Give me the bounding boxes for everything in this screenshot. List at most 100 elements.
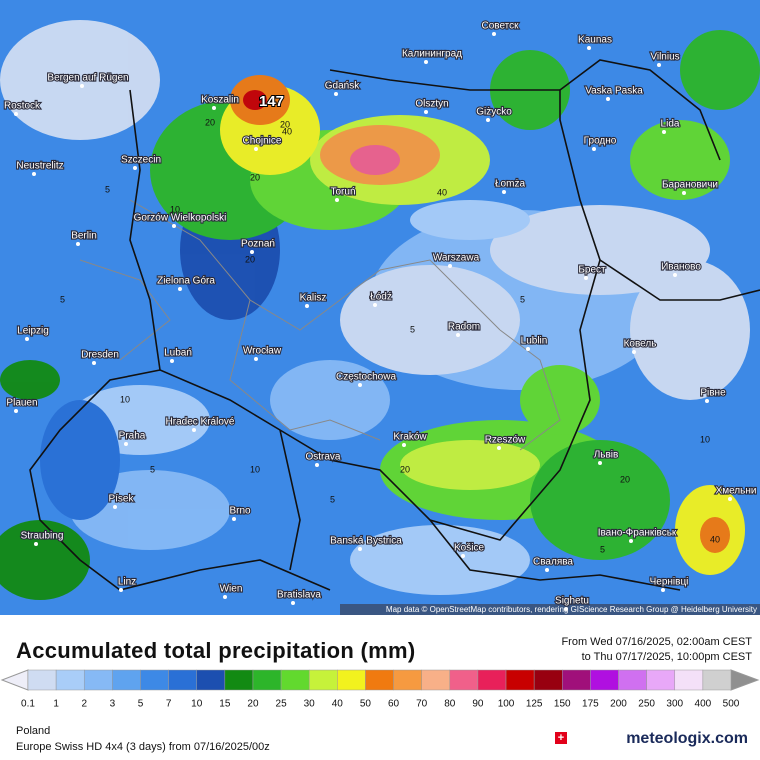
city-marker (124, 442, 128, 446)
region: Poland (16, 725, 51, 737)
contour-label: 10 (700, 434, 710, 444)
colorbar-box (533, 669, 563, 691)
model-info: Europe Swiss HD 4x4 (3 days) from 07/16/… (16, 741, 270, 753)
city-label: Vaska Paska (585, 86, 643, 97)
city-marker (632, 350, 636, 354)
city-marker (223, 595, 227, 599)
colorbar-tick-label: 100 (498, 699, 515, 710)
colorbar-box (196, 669, 226, 691)
city-label: Иваново (661, 262, 701, 273)
city-label: Chojnice (243, 136, 282, 147)
city-label: Szczecin (121, 155, 161, 166)
colorbar-tick-label: 150 (554, 699, 571, 710)
city-label: Lida (661, 119, 680, 130)
city-marker (526, 347, 530, 351)
city-marker (291, 601, 295, 605)
city-label: Советск (481, 21, 519, 32)
city-label: Gdańsk (325, 81, 360, 92)
colorbar-tick-label: 40 (332, 699, 344, 710)
colorbar-box (421, 669, 451, 691)
max-value-label: 147 (259, 93, 284, 110)
colorbar-tick-label: 300 (666, 699, 683, 710)
colorbar-box (140, 669, 169, 691)
city-marker (587, 46, 591, 50)
city-label: Брест (578, 265, 606, 276)
colorbar-tick-label: 125 (526, 699, 543, 710)
city-label: Івано-Франківськ (598, 528, 677, 539)
city-label: Vilnius (650, 52, 679, 63)
colorbar-box (646, 669, 676, 691)
city-marker (497, 446, 501, 450)
colorbar-tick-label: 80 (444, 699, 456, 710)
contour-label: 20 (280, 119, 290, 129)
city-marker (358, 383, 362, 387)
colorbar-box (590, 669, 619, 691)
city-marker (212, 106, 216, 110)
city-marker (661, 588, 665, 592)
city-label: Rostock (4, 101, 41, 112)
city-label: Plauen (6, 398, 37, 409)
colorbar-tick-label: 3 (110, 699, 116, 710)
colorbar-tick-label: 25 (276, 699, 288, 710)
colorbar-tick-label: 10 (191, 699, 203, 710)
colorbar-box (393, 669, 422, 691)
city-marker (113, 505, 117, 509)
colorbar-box (337, 669, 366, 691)
colorbar-tick-label: 50 (360, 699, 372, 710)
city-marker (629, 539, 633, 543)
city-marker (486, 118, 490, 122)
colorbar-tick-label: 7 (166, 699, 172, 710)
contour-label: 5 (520, 294, 525, 304)
precipitation-map: Map data © OpenStreetMap contributors, r… (0, 0, 760, 615)
contour-label: 5 (410, 324, 415, 334)
city-label: Warszawa (433, 253, 480, 264)
city-label: Łódź (370, 292, 392, 303)
colorbar-box (168, 669, 197, 691)
contour-label: 20 (205, 117, 215, 127)
city-marker (14, 112, 18, 116)
colorbar-box (27, 669, 57, 691)
city-marker (80, 84, 84, 88)
city-label: Leipzig (17, 326, 49, 337)
brand: meteologix.com (626, 730, 748, 747)
city-marker (250, 250, 254, 254)
contour-label: 5 (105, 184, 110, 194)
city-label: Berlin (71, 231, 97, 242)
contour-label: 5 (60, 294, 65, 304)
city-marker (673, 273, 677, 277)
colorbar-tick-label: 15 (219, 699, 231, 710)
contour-label: 10 (120, 394, 130, 404)
contour-label: 20 (400, 464, 410, 474)
city-marker (34, 542, 38, 546)
colorbar-box (224, 669, 254, 691)
city-label: Lublin (521, 336, 548, 347)
city-marker (657, 63, 661, 67)
city-label: Kaunas (578, 35, 612, 46)
city-label: Radom (448, 322, 480, 333)
city-marker (192, 428, 196, 432)
colorbar-tick-label: 70 (416, 699, 428, 710)
city-marker (606, 97, 610, 101)
city-marker (92, 361, 96, 365)
colorbar-box (83, 669, 113, 691)
city-label: Brno (229, 506, 251, 517)
city-label: Písek (108, 494, 134, 505)
city-marker (119, 588, 123, 592)
date-from: From Wed 07/16/2025, 02:00am CEST (561, 636, 752, 648)
contour-label: 20 (620, 474, 630, 484)
colorbar-box (55, 669, 85, 691)
city-label: Łomża (495, 179, 525, 190)
city-label: Львів (594, 450, 619, 461)
city-label: Toruń (330, 187, 355, 198)
colorbar-tick-label: 200 (610, 699, 627, 710)
city-label: Чернівці (650, 577, 689, 588)
colorbar-tick-label: 90 (472, 699, 484, 710)
colorbar-box (562, 669, 591, 691)
colorbar-box (674, 669, 704, 691)
contour-label: 10 (170, 204, 180, 214)
city-marker (14, 409, 18, 413)
city-marker (662, 130, 666, 134)
city-marker (254, 147, 258, 151)
colorbar-box (280, 669, 310, 691)
